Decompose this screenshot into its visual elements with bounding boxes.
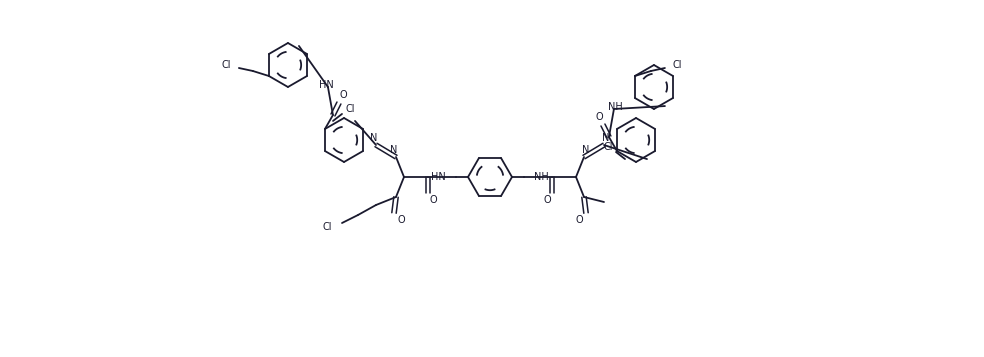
Text: HN: HN <box>319 80 334 90</box>
Text: Cl: Cl <box>221 60 231 70</box>
Text: O: O <box>595 112 603 122</box>
Text: HN: HN <box>431 172 446 182</box>
Text: O: O <box>543 195 551 205</box>
Text: Cl: Cl <box>345 104 355 114</box>
Text: N: N <box>391 145 398 155</box>
Text: N: N <box>602 133 610 143</box>
Text: NH: NH <box>534 172 549 182</box>
Text: N: N <box>583 145 589 155</box>
Text: O: O <box>429 195 437 205</box>
Text: N: N <box>370 133 378 143</box>
Text: O: O <box>339 90 346 100</box>
Text: O: O <box>576 215 583 225</box>
Text: Cl: Cl <box>323 222 332 232</box>
Text: O: O <box>398 215 404 225</box>
Text: Cl: Cl <box>673 60 682 70</box>
Text: NH: NH <box>608 102 623 112</box>
Text: Cl: Cl <box>603 142 613 152</box>
